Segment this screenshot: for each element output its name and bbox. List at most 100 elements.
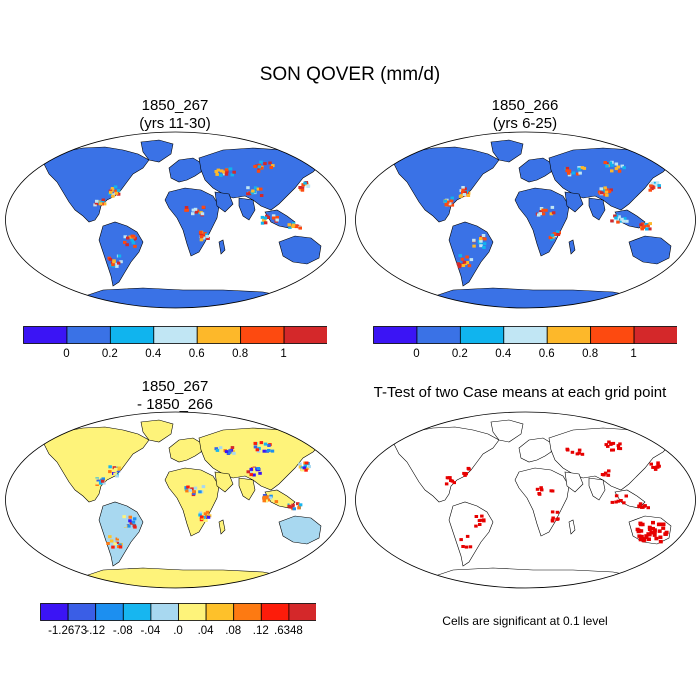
grid-cell (261, 218, 266, 222)
grid-cell (664, 530, 669, 535)
continent-australia (628, 235, 672, 265)
grid-cell (652, 528, 657, 532)
grid-cell (224, 172, 229, 176)
grid-cell (267, 444, 271, 447)
grid-cell (616, 220, 620, 224)
grid-cell (644, 534, 649, 538)
grid-cell (539, 207, 544, 210)
grid-cell (257, 167, 261, 170)
grid-cell (610, 219, 614, 223)
grid-cell (296, 502, 300, 506)
grid-cell (263, 162, 267, 166)
continent-europe (168, 157, 204, 183)
grid-cell (214, 447, 218, 451)
grid-cell (274, 500, 279, 504)
grid-cell (577, 451, 581, 455)
grid-cell (603, 161, 607, 164)
grid-cell (554, 232, 558, 236)
grid-cell (461, 186, 465, 189)
continent-europe (168, 437, 204, 463)
colorbar-difference: -1.2673 -.12 -.08 -.04 .0 .04 .08 .12 .6348 (40, 603, 316, 643)
grid-cell (252, 473, 256, 477)
grid-cell (619, 499, 623, 502)
grid-cell (274, 496, 278, 500)
grid-cell (125, 243, 129, 247)
grid-cell (614, 216, 618, 220)
grid-cell (111, 194, 115, 198)
grid-cell (100, 479, 105, 483)
grid-cell (479, 239, 483, 243)
grid-cell (641, 538, 646, 543)
grid-cell (98, 202, 103, 206)
colorbar-case2-swatch (416, 326, 461, 344)
grid-cell (608, 161, 613, 165)
grid-cell (638, 537, 643, 542)
continent-australia (278, 235, 322, 265)
grid-cell (465, 261, 470, 264)
grid-cell (647, 537, 651, 541)
colorbar-case1-swatches (23, 326, 327, 344)
grid-cell (256, 169, 261, 173)
grid-cell (458, 194, 463, 198)
grid-cell (289, 505, 293, 509)
grid-cell (482, 519, 486, 523)
grid-cell (301, 184, 306, 188)
grid-cell (259, 160, 263, 164)
map-border (355, 411, 696, 589)
grid-cell (622, 501, 626, 505)
colorbar-case1-tick-label: 0.8 (232, 348, 249, 360)
colorbar-case2-tick-label: 0.2 (451, 348, 468, 360)
grid-cell (616, 444, 621, 448)
grid-cell (109, 190, 113, 194)
grid-cell (459, 189, 463, 193)
continent-madagascar (218, 239, 226, 255)
grid-cell (205, 233, 209, 237)
grid-cell (102, 202, 107, 206)
grid-cell (610, 500, 615, 504)
grid-cell (300, 188, 305, 192)
grid-cell (116, 189, 121, 193)
colorbar-case2-tick-label: 0.6 (538, 348, 555, 360)
grid-cell (649, 462, 653, 466)
grid-cell (298, 186, 302, 189)
grid-cell (132, 524, 137, 528)
grid-cell (644, 222, 649, 226)
grid-cell (251, 189, 255, 193)
grid-cell (95, 481, 99, 485)
continent-india (588, 197, 606, 221)
grid-cell (192, 492, 196, 496)
colorbar-diff-tick-label: -.12 (85, 625, 106, 637)
grid-cell (653, 467, 658, 471)
grid-cell (643, 504, 647, 508)
grid-cell (550, 233, 555, 237)
grid-cell (298, 465, 303, 469)
grid-cell (639, 534, 644, 539)
grid-cell (565, 169, 569, 173)
grid-cell (305, 461, 309, 465)
grid-cell (602, 473, 606, 477)
grid-cell (648, 222, 652, 226)
grid-cell (640, 522, 645, 527)
colorbar-diff-swatch (150, 603, 179, 621)
continent-madagascar (568, 239, 576, 255)
grid-cell (307, 465, 311, 469)
colorbar-diff-swatch (288, 603, 316, 621)
grid-cell (458, 254, 462, 258)
grid-cell (620, 164, 624, 168)
grid-cell (184, 487, 189, 491)
grid-cell (457, 265, 462, 269)
grid-cell (298, 226, 302, 230)
continent-antarctica (72, 567, 294, 588)
grid-cell (649, 531, 654, 535)
grid-cell (461, 545, 465, 548)
grid-cell (113, 472, 117, 476)
grid-cell (268, 161, 272, 165)
continent-australia (278, 515, 322, 545)
grid-cell (259, 441, 264, 445)
grid-cell (115, 264, 119, 268)
continent-africa (164, 187, 220, 257)
grid-cell (185, 489, 189, 493)
grid-cell (111, 545, 115, 549)
grid-cell (452, 481, 456, 485)
grid-cell (114, 467, 118, 471)
